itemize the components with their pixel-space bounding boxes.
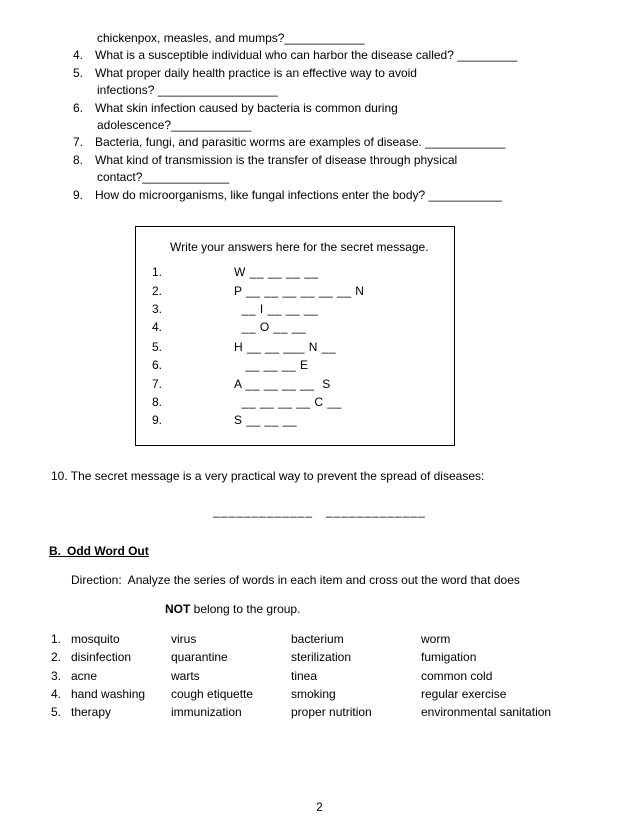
answer-row: 9.S __ __ __ bbox=[152, 412, 438, 429]
not-rest: belong to the group. bbox=[190, 602, 300, 616]
section-b-direction: Direction: Analyze the series of words i… bbox=[71, 572, 594, 589]
word-cell: hand washing bbox=[71, 686, 171, 703]
word-cell: warts bbox=[171, 668, 291, 685]
box-instruction: Write your answers here for the secret m… bbox=[170, 239, 438, 256]
answer-row-pattern: P __ __ __ __ __ __ N bbox=[174, 283, 438, 300]
word-row-number: 3. bbox=[51, 668, 71, 685]
q3-continuation: chickenpox, measles, and mumps?_________… bbox=[97, 30, 594, 47]
answer-row-number: 9. bbox=[152, 412, 174, 429]
word-row-number: 5. bbox=[51, 704, 71, 721]
box-rows: 1.W __ __ __ __2.P __ __ __ __ __ __ N3.… bbox=[152, 264, 438, 430]
answer-row-pattern: S __ __ __ bbox=[174, 412, 438, 429]
word-cell: regular exercise bbox=[421, 686, 594, 703]
q5-sub: infections? __________________ bbox=[97, 82, 594, 99]
section-b-heading: B. Odd Word Out bbox=[49, 543, 594, 560]
word-row: 3.acnewartstineacommon cold bbox=[51, 668, 594, 685]
word-row: 1.mosquitovirusbacteriumworm bbox=[51, 631, 594, 648]
answer-row-pattern: H __ __ ___ N __ bbox=[174, 339, 438, 356]
word-cell: proper nutrition bbox=[291, 704, 421, 721]
answer-row: 8. __ __ __ __ C __ bbox=[152, 394, 438, 411]
answer-box: Write your answers here for the secret m… bbox=[135, 226, 455, 446]
odd-word-rows: 1.mosquitovirusbacteriumworm2.disinfecti… bbox=[45, 631, 594, 722]
answer-row-pattern: W __ __ __ __ bbox=[174, 264, 438, 281]
answer-row: 2.P __ __ __ __ __ __ N bbox=[152, 283, 438, 300]
word-cell: acne bbox=[71, 668, 171, 685]
answer-row-number: 1. bbox=[152, 264, 174, 281]
answer-row-number: 4. bbox=[152, 319, 174, 336]
word-cell: tinea bbox=[291, 668, 421, 685]
word-row: 4.hand washingcough etiquettesmokingregu… bbox=[51, 686, 594, 703]
q10: 10. The secret message is a very practic… bbox=[51, 468, 594, 485]
answer-row-number: 6. bbox=[152, 357, 174, 374]
answer-row-number: 7. bbox=[152, 376, 174, 393]
not-bold: NOT bbox=[165, 602, 190, 616]
answer-row: 3. __ I __ __ __ bbox=[152, 301, 438, 318]
q8: 8. What kind of transmission is the tran… bbox=[73, 152, 594, 169]
word-cell: fumigation bbox=[421, 649, 594, 666]
answer-row-pattern: __ __ __ E bbox=[174, 357, 438, 374]
q7: 7. Bacteria, fungi, and parasitic worms … bbox=[73, 134, 594, 151]
q9: 9. How do microorganisms, like fungal in… bbox=[73, 187, 594, 204]
word-row-number: 4. bbox=[51, 686, 71, 703]
word-row: 5.therapyimmunizationproper nutritionenv… bbox=[51, 704, 594, 721]
answer-row-number: 2. bbox=[152, 283, 174, 300]
word-cell: common cold bbox=[421, 668, 594, 685]
word-row: 2.disinfectionquarantinesterilizationfum… bbox=[51, 649, 594, 666]
answer-row-pattern: A __ __ __ __ S bbox=[174, 376, 438, 393]
page-number: 2 bbox=[0, 800, 639, 814]
answer-row: 5.H __ __ ___ N __ bbox=[152, 339, 438, 356]
word-row-number: 1. bbox=[51, 631, 71, 648]
worksheet-body: chickenpox, measles, and mumps?_________… bbox=[45, 30, 594, 722]
answer-row: 1.W __ __ __ __ bbox=[152, 264, 438, 281]
word-cell: virus bbox=[171, 631, 291, 648]
word-cell: quarantine bbox=[171, 649, 291, 666]
word-cell: worm bbox=[421, 631, 594, 648]
answer-row: 4. __ O __ __ bbox=[152, 319, 438, 336]
word-cell: immunization bbox=[171, 704, 291, 721]
word-cell: therapy bbox=[71, 704, 171, 721]
answer-row-number: 3. bbox=[152, 301, 174, 318]
section-b: B. Odd Word Out Direction: Analyze the s… bbox=[45, 543, 594, 722]
secret-blanks: _____________ _____________ bbox=[45, 503, 594, 520]
q4: 4. What is a susceptible individual who … bbox=[73, 47, 594, 64]
answer-row-pattern: __ I __ __ __ bbox=[174, 301, 438, 318]
word-cell: environmental sanitation bbox=[421, 704, 594, 721]
q8-sub: contact?_____________ bbox=[97, 169, 594, 186]
word-cell: disinfection bbox=[71, 649, 171, 666]
answer-row-pattern: __ O __ __ bbox=[174, 319, 438, 336]
section-b-not-line: NOT belong to the group. bbox=[165, 601, 594, 618]
q5: 5. What proper daily health practice is … bbox=[73, 65, 594, 82]
answer-row-number: 8. bbox=[152, 394, 174, 411]
q6: 6. What skin infection caused by bacteri… bbox=[73, 100, 594, 117]
answer-row-pattern: __ __ __ __ C __ bbox=[174, 394, 438, 411]
word-cell: bacterium bbox=[291, 631, 421, 648]
answer-row: 7.A __ __ __ __ S bbox=[152, 376, 438, 393]
answer-row: 6. __ __ __ E bbox=[152, 357, 438, 374]
word-cell: sterilization bbox=[291, 649, 421, 666]
word-cell: smoking bbox=[291, 686, 421, 703]
word-cell: mosquito bbox=[71, 631, 171, 648]
word-row-number: 2. bbox=[51, 649, 71, 666]
answer-row-number: 5. bbox=[152, 339, 174, 356]
word-cell: cough etiquette bbox=[171, 686, 291, 703]
q6-sub: adolescence?____________ bbox=[97, 117, 594, 134]
